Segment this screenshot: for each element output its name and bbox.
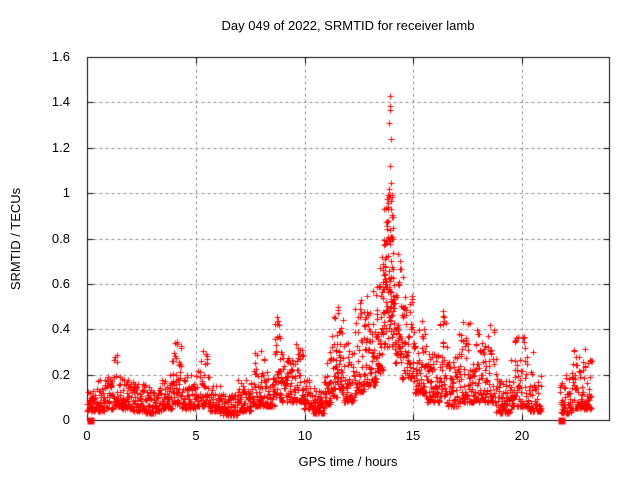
x-tick-label: 10: [297, 428, 313, 443]
x-tick-label: 0: [83, 428, 91, 443]
y-tick-label: 0.4: [51, 321, 70, 336]
x-tick-label: 5: [192, 428, 200, 443]
y-tick-label: 0.6: [51, 276, 70, 291]
y-tick-label: 1.6: [51, 49, 70, 64]
x-axis-label: GPS time / hours: [298, 454, 398, 469]
x-tick-label: 20: [514, 428, 530, 443]
y-tick-label: 1.2: [51, 140, 70, 155]
y-tick-label: 1.4: [51, 94, 70, 109]
y-tick-label: 1: [62, 185, 70, 200]
y-tick-label: 0: [62, 412, 70, 427]
y-tick-label: 0.8: [51, 231, 70, 246]
y-tick-label: 0.2: [51, 367, 70, 382]
chart-title: Day 049 of 2022, SRMTID for receiver lam…: [221, 18, 475, 33]
x-tick-label: 15: [405, 428, 421, 443]
